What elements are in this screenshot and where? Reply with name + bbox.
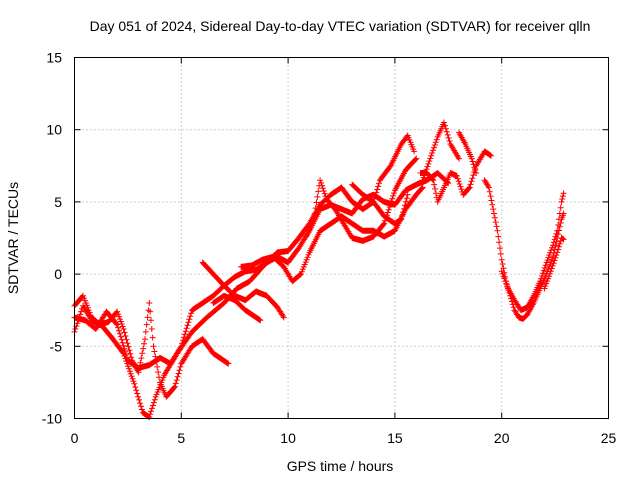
y-tick-label: 15 xyxy=(46,50,62,66)
x-axis-label: GPS time / hours xyxy=(287,458,394,474)
chart-title: Day 051 of 2024, Sidereal Day-to-day VTE… xyxy=(90,18,591,34)
series-trace-11 xyxy=(456,129,480,176)
x-tick-label: 5 xyxy=(177,430,185,446)
y-axis-ticks: -10 -5 0 5 10 15 xyxy=(42,50,609,427)
x-tick-label: 15 xyxy=(387,430,403,446)
y-tick-label: -5 xyxy=(50,338,63,354)
series-trace-7 xyxy=(302,155,420,244)
plus-markers xyxy=(419,119,462,184)
plus-markers xyxy=(302,155,420,244)
x-axis-ticks: 0 5 10 15 20 25 xyxy=(71,57,617,446)
y-axis-label: SDTVAR / TECUs xyxy=(5,182,21,294)
plot-frame xyxy=(74,57,609,419)
plus-markers xyxy=(349,181,411,227)
plus-markers xyxy=(541,235,567,292)
y-tick-label: 5 xyxy=(54,194,62,210)
series-trace-5 xyxy=(210,292,264,324)
y-tick-label: 0 xyxy=(54,266,62,282)
series-trace-13 xyxy=(498,190,567,314)
plus-markers xyxy=(210,292,264,324)
y-tick-label: -10 xyxy=(42,411,62,427)
x-tick-label: 0 xyxy=(71,430,79,446)
x-tick-label: 10 xyxy=(280,430,296,446)
plus-markers xyxy=(498,190,567,314)
x-tick-label: 20 xyxy=(494,430,510,446)
plus-markers xyxy=(199,259,287,321)
series-trace-10 xyxy=(419,119,462,184)
plus-markers xyxy=(456,129,480,176)
y-tick-label: 10 xyxy=(46,122,62,138)
series-trace-14 xyxy=(541,235,567,292)
series-trace-8 xyxy=(349,181,411,227)
grid-lines xyxy=(74,57,609,419)
series-trace-4 xyxy=(199,259,287,321)
x-tick-label: 25 xyxy=(601,430,617,446)
